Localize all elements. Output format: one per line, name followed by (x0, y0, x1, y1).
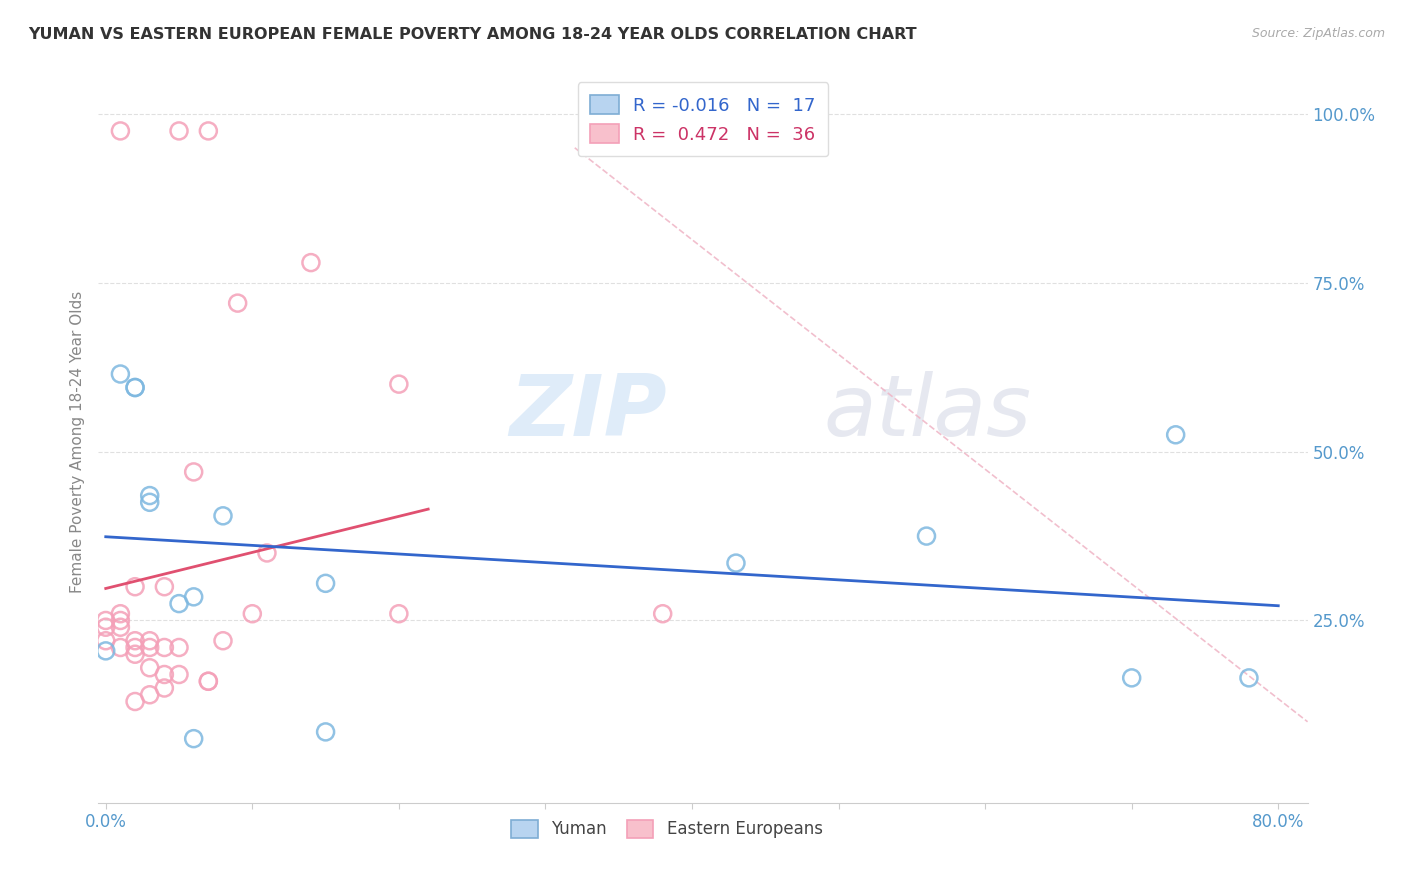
Point (138, 640, 160, 655)
Point (167, 640, 190, 655)
Point (183, 731, 205, 746)
Point (197, 124, 219, 138)
Point (315, 725, 337, 739)
Point (153, 681, 176, 695)
Point (240, 607, 263, 621)
Legend: Yuman, Eastern Europeans: Yuman, Eastern Europeans (505, 813, 830, 845)
Text: atlas: atlas (824, 371, 1032, 454)
Point (167, 667, 190, 681)
Point (167, 124, 190, 138)
Point (183, 590, 205, 604)
Point (153, 640, 176, 655)
Point (124, 633, 146, 648)
Point (724, 556, 747, 570)
Point (124, 640, 146, 655)
Point (153, 667, 176, 681)
Point (1237, 671, 1260, 685)
Point (315, 576, 337, 591)
Point (299, 255, 322, 269)
Point (388, 377, 411, 392)
Point (138, 633, 160, 648)
Point (167, 597, 190, 611)
Point (124, 380, 146, 394)
Point (197, 674, 219, 689)
Point (94, 620, 117, 634)
Point (153, 580, 176, 594)
Point (138, 688, 160, 702)
Text: ZIP: ZIP (509, 371, 666, 454)
Point (915, 529, 938, 543)
Point (124, 380, 146, 394)
Point (124, 580, 146, 594)
Point (94, 614, 117, 628)
Point (124, 694, 146, 708)
Point (110, 607, 132, 621)
Y-axis label: Female Poverty Among 18-24 Year Olds: Female Poverty Among 18-24 Year Olds (69, 291, 84, 592)
Point (651, 607, 673, 621)
Point (110, 367, 132, 381)
Point (110, 614, 132, 628)
Point (138, 489, 160, 503)
Point (197, 674, 219, 689)
Point (212, 508, 235, 523)
Point (138, 661, 160, 675)
Point (110, 124, 132, 138)
Point (226, 296, 249, 310)
Text: Source: ZipAtlas.com: Source: ZipAtlas.com (1251, 27, 1385, 40)
Point (212, 633, 235, 648)
Point (388, 607, 411, 621)
Point (1164, 427, 1187, 442)
Text: YUMAN VS EASTERN EUROPEAN FEMALE POVERTY AMONG 18-24 YEAR OLDS CORRELATION CHART: YUMAN VS EASTERN EUROPEAN FEMALE POVERTY… (28, 27, 917, 42)
Point (110, 620, 132, 634)
Point (256, 546, 278, 560)
Point (1121, 671, 1143, 685)
Point (138, 495, 160, 509)
Point (94, 633, 117, 648)
Point (183, 465, 205, 479)
Point (110, 640, 132, 655)
Point (124, 647, 146, 661)
Point (94, 644, 117, 658)
